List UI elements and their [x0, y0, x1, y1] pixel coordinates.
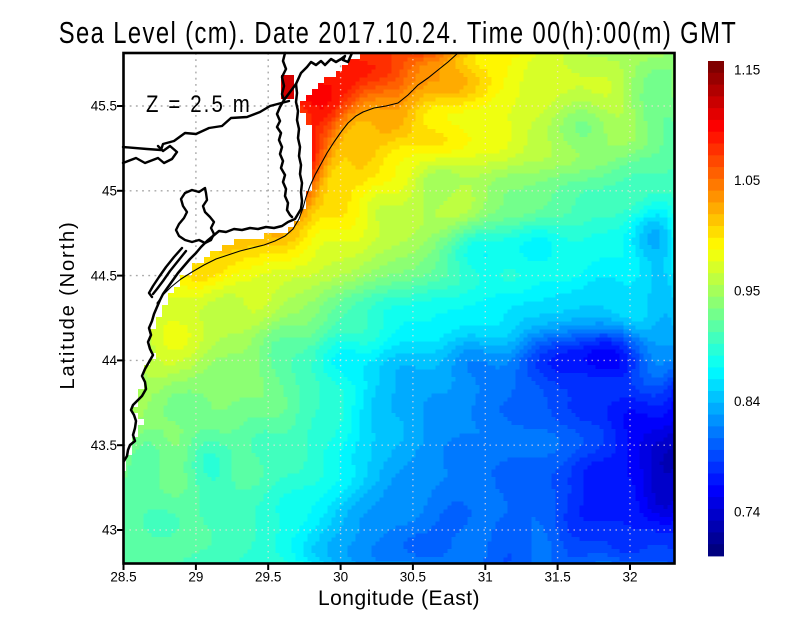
svg-text:29.5: 29.5	[255, 570, 281, 585]
svg-text:0.95: 0.95	[734, 284, 760, 299]
svg-text:Sea Level (cm). Date 2017.10.2: Sea Level (cm). Date 2017.10.24. Time 00…	[59, 15, 737, 50]
svg-text:29: 29	[188, 570, 203, 585]
svg-text:30.5: 30.5	[400, 570, 426, 585]
svg-text:45.5: 45.5	[91, 99, 117, 114]
svg-text:0.84: 0.84	[734, 394, 761, 409]
svg-text:0.74: 0.74	[734, 505, 761, 520]
svg-text:Longitude (East): Longitude (East)	[318, 587, 480, 610]
svg-text:1.05: 1.05	[734, 173, 760, 188]
svg-text:44: 44	[102, 353, 118, 368]
svg-text:Z = 2.5 m: Z = 2.5 m	[146, 90, 252, 117]
svg-text:44.5: 44.5	[91, 268, 117, 283]
svg-text:43: 43	[102, 523, 117, 538]
svg-text:31: 31	[478, 570, 493, 585]
svg-text:45: 45	[102, 184, 117, 199]
svg-text:1.15: 1.15	[734, 63, 760, 78]
svg-text:30: 30	[333, 570, 348, 585]
svg-text:28.5: 28.5	[110, 570, 136, 585]
svg-text:43.5: 43.5	[91, 438, 117, 453]
svg-text:Latitude (North): Latitude (North)	[57, 220, 79, 389]
svg-text:32: 32	[622, 570, 637, 585]
svg-text:31.5: 31.5	[544, 570, 570, 585]
